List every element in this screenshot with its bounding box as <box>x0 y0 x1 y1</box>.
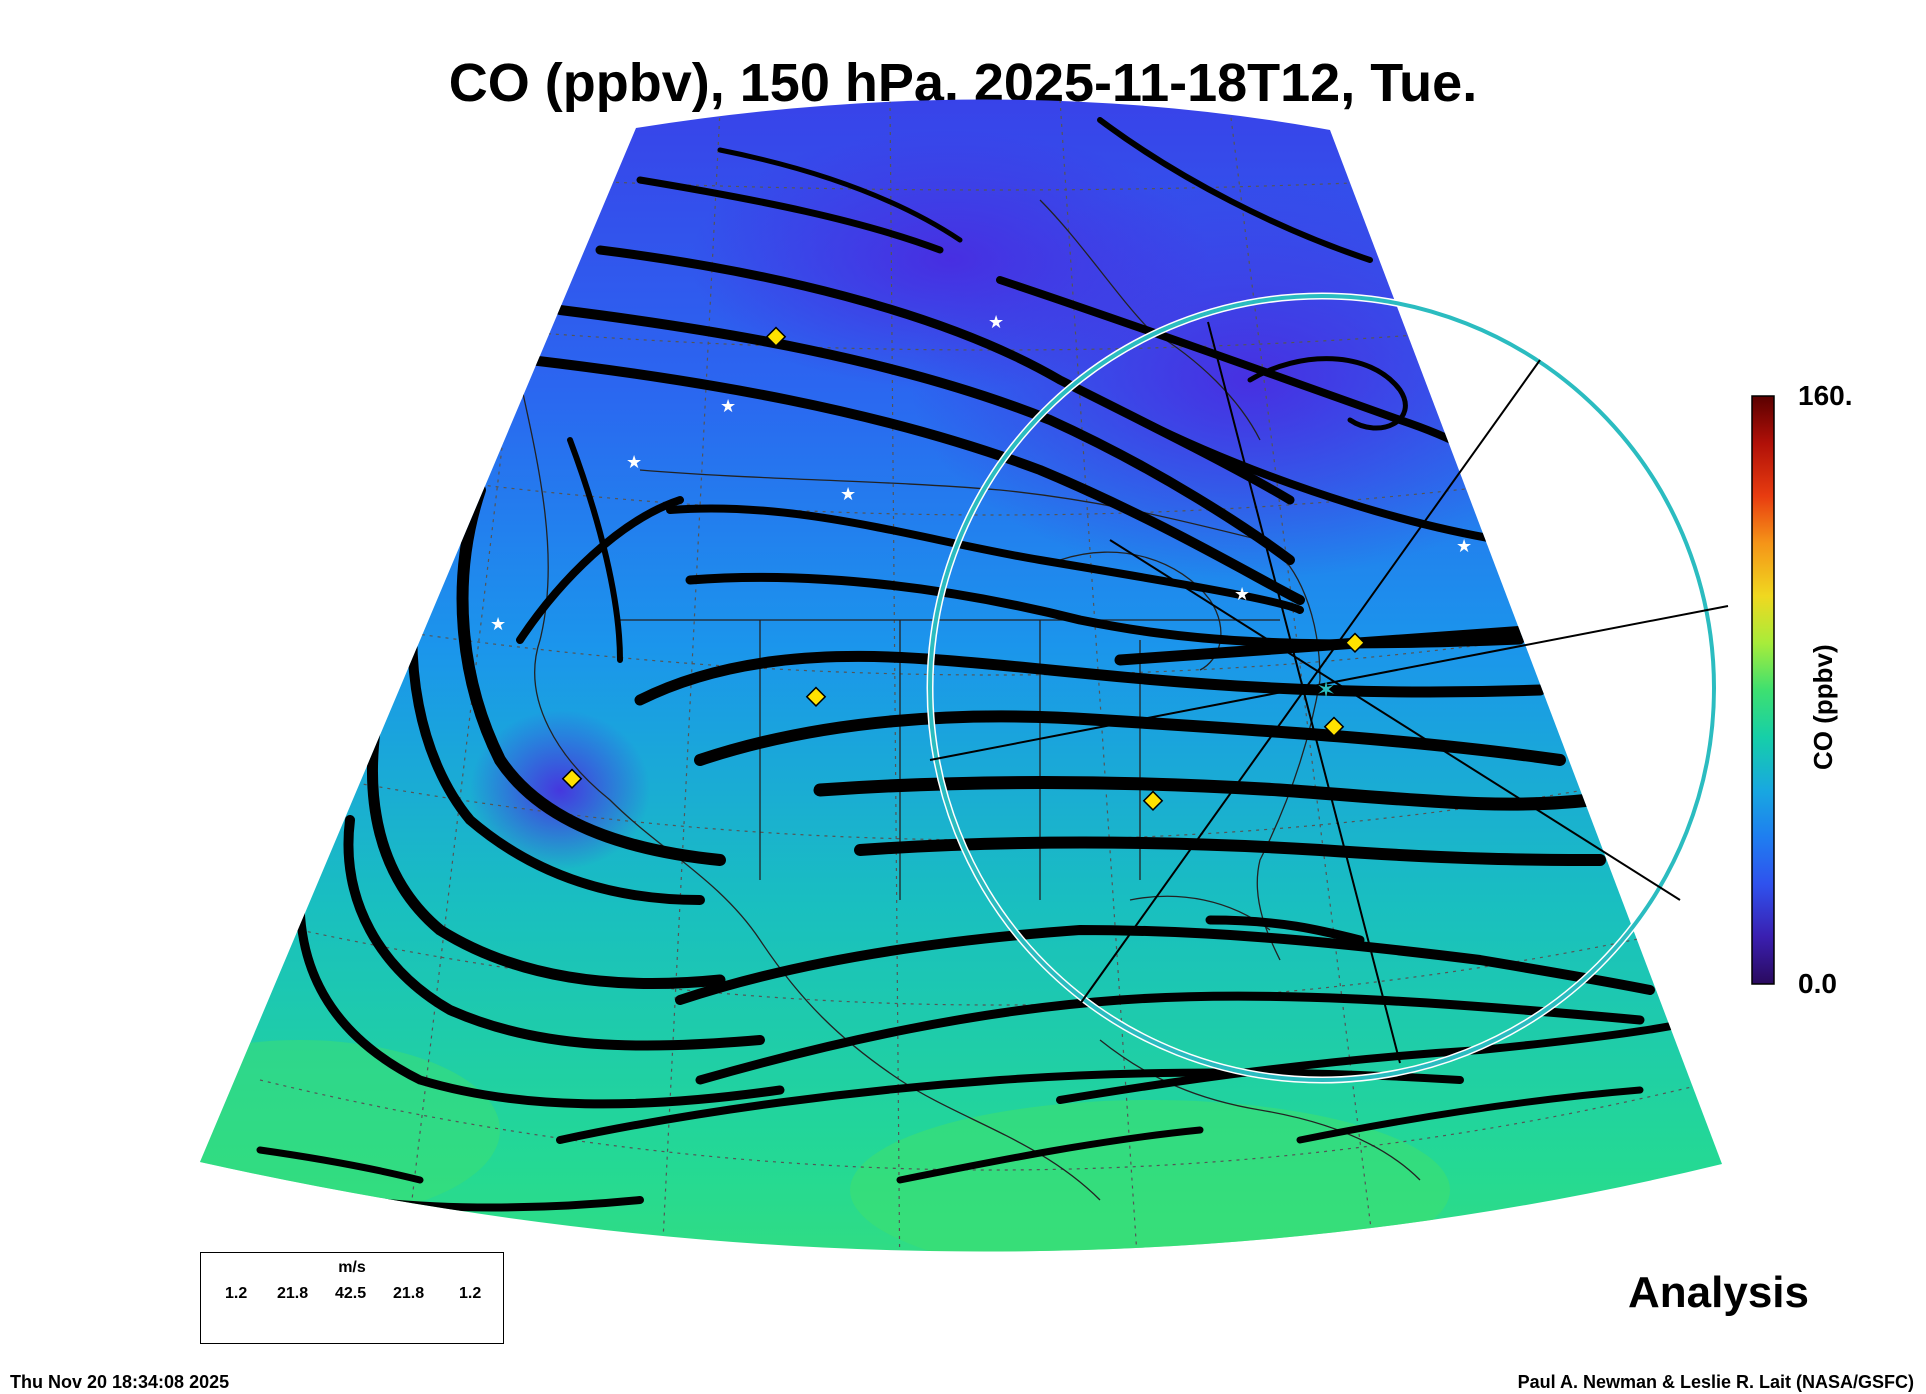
station-markers <box>561 326 1366 811</box>
trajectory-ring <box>926 292 1718 1084</box>
wind-legend-value: 42.5 <box>335 1285 367 1302</box>
station-marker <box>1142 790 1164 811</box>
star-marker: ★ <box>626 452 642 473</box>
star-marker: ★ <box>840 484 856 505</box>
center-marker: ✶ <box>1316 676 1336 704</box>
wind-legend-value: 21.8 <box>277 1285 309 1302</box>
wind-streamlines <box>216 117 1704 1212</box>
wind-legend-value: 21.8 <box>393 1285 425 1302</box>
colorbar-title: CO (ppbv) <box>1808 644 1838 770</box>
station-marker <box>1344 632 1366 653</box>
star-marker: ★ <box>1456 536 1472 557</box>
footer-timestamp: Thu Nov 20 18:34:08 2025 <box>10 1372 230 1392</box>
colorbar-max-label: 160. <box>1798 380 1853 411</box>
wind-legend: m/s 1.2 21.8 42.5 21.8 1.2 <box>200 1252 504 1344</box>
station-marker <box>805 686 827 707</box>
co-field <box>200 99 1722 1252</box>
wind-legend-value: 1.2 <box>225 1285 248 1302</box>
station-marker <box>765 326 787 347</box>
colorbar-min-label: 0.0 <box>1798 968 1837 999</box>
station-marker <box>561 768 583 789</box>
colorbar <box>1751 395 1775 985</box>
footer-credit: Paul A. Newman & Leslie R. Lait (NASA/GS… <box>1517 1372 1914 1392</box>
star-markers: ★ ★ ★ ★ ★ ★ ★ <box>490 312 1472 635</box>
wind-legend-value: 1.2 <box>459 1285 482 1302</box>
star-marker: ★ <box>490 614 506 635</box>
ring-radials <box>929 321 1729 1064</box>
station-marker <box>1323 716 1345 737</box>
star-marker: ★ <box>720 396 736 417</box>
star-marker: ★ <box>988 312 1004 333</box>
svg-text:✶: ✶ <box>1316 676 1336 704</box>
star-marker: ★ <box>1234 584 1250 605</box>
wind-legend-units: m/s <box>338 1259 366 1276</box>
analysis-stamp: Analysis <box>1628 1268 1809 1317</box>
